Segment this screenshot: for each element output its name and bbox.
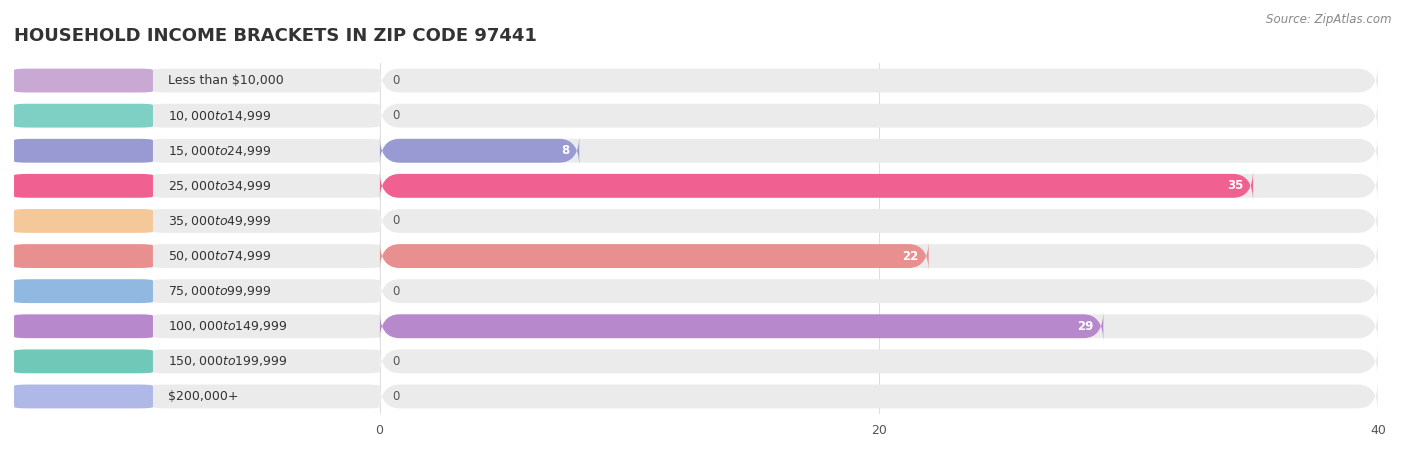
FancyBboxPatch shape <box>153 314 380 338</box>
FancyBboxPatch shape <box>14 209 153 233</box>
FancyBboxPatch shape <box>380 380 1378 413</box>
FancyBboxPatch shape <box>14 384 153 409</box>
Text: 0: 0 <box>392 109 399 122</box>
FancyBboxPatch shape <box>380 135 579 167</box>
FancyBboxPatch shape <box>380 240 1378 272</box>
Text: 0: 0 <box>392 74 399 87</box>
FancyBboxPatch shape <box>153 279 380 303</box>
FancyBboxPatch shape <box>14 349 153 373</box>
Text: $75,000 to $99,999: $75,000 to $99,999 <box>167 284 271 298</box>
FancyBboxPatch shape <box>14 104 153 128</box>
FancyBboxPatch shape <box>380 240 929 272</box>
Text: $15,000 to $24,999: $15,000 to $24,999 <box>167 144 271 158</box>
FancyBboxPatch shape <box>14 314 153 338</box>
FancyBboxPatch shape <box>380 310 1378 342</box>
FancyBboxPatch shape <box>153 139 380 163</box>
FancyBboxPatch shape <box>153 244 380 268</box>
FancyBboxPatch shape <box>14 139 153 163</box>
FancyBboxPatch shape <box>153 349 380 373</box>
FancyBboxPatch shape <box>380 345 1378 378</box>
FancyBboxPatch shape <box>380 99 1378 132</box>
Text: $100,000 to $149,999: $100,000 to $149,999 <box>167 319 287 333</box>
Text: 0: 0 <box>392 355 399 368</box>
Text: $10,000 to $14,999: $10,000 to $14,999 <box>167 108 271 123</box>
FancyBboxPatch shape <box>14 174 153 198</box>
FancyBboxPatch shape <box>153 384 380 409</box>
FancyBboxPatch shape <box>380 170 1253 202</box>
FancyBboxPatch shape <box>380 205 1378 237</box>
Text: 0: 0 <box>392 390 399 403</box>
Text: 29: 29 <box>1077 320 1094 333</box>
FancyBboxPatch shape <box>153 209 380 233</box>
Text: $150,000 to $199,999: $150,000 to $199,999 <box>167 354 287 369</box>
Text: 8: 8 <box>561 144 569 157</box>
Text: 0: 0 <box>392 285 399 297</box>
Text: 0: 0 <box>392 215 399 227</box>
Text: $25,000 to $34,999: $25,000 to $34,999 <box>167 179 271 193</box>
Text: Less than $10,000: Less than $10,000 <box>167 74 284 87</box>
FancyBboxPatch shape <box>380 64 1378 97</box>
FancyBboxPatch shape <box>153 174 380 198</box>
Text: $35,000 to $49,999: $35,000 to $49,999 <box>167 214 271 228</box>
Text: Source: ZipAtlas.com: Source: ZipAtlas.com <box>1267 14 1392 27</box>
Text: 22: 22 <box>903 250 918 262</box>
FancyBboxPatch shape <box>14 68 153 93</box>
FancyBboxPatch shape <box>14 244 153 268</box>
FancyBboxPatch shape <box>153 68 380 93</box>
FancyBboxPatch shape <box>380 170 1378 202</box>
FancyBboxPatch shape <box>380 310 1104 342</box>
FancyBboxPatch shape <box>380 275 1378 307</box>
FancyBboxPatch shape <box>380 135 1378 167</box>
Text: 35: 35 <box>1227 180 1243 192</box>
FancyBboxPatch shape <box>14 279 153 303</box>
FancyBboxPatch shape <box>153 104 380 128</box>
Text: $200,000+: $200,000+ <box>167 390 238 403</box>
Text: HOUSEHOLD INCOME BRACKETS IN ZIP CODE 97441: HOUSEHOLD INCOME BRACKETS IN ZIP CODE 97… <box>14 27 537 45</box>
Text: $50,000 to $74,999: $50,000 to $74,999 <box>167 249 271 263</box>
